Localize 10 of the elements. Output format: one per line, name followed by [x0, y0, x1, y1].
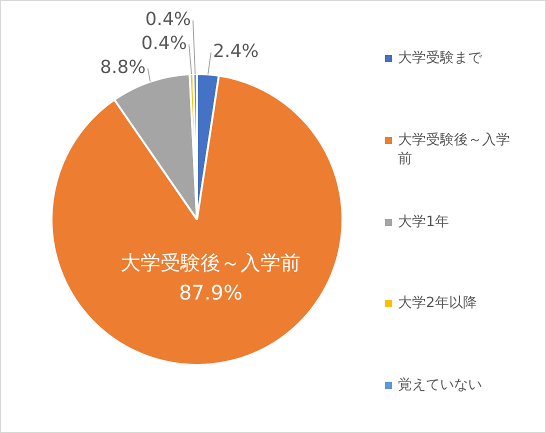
legend-label: 大学2年以降 — [398, 294, 478, 314]
legend-label: 大学受験まで — [398, 49, 484, 68]
data-label: 8.8% — [100, 57, 146, 78]
data-label: 大学受験後～入学前 87.9% — [120, 250, 301, 304]
legend-label: 大学受験後～入学前 — [398, 130, 511, 169]
legend-label: 大学1年 — [398, 212, 450, 232]
legend-label: 覚えていない — [398, 376, 483, 395]
data-label: 2.4% — [213, 41, 259, 62]
data-label: 0.4% — [141, 33, 187, 54]
data-label: 0.4% — [145, 9, 191, 30]
